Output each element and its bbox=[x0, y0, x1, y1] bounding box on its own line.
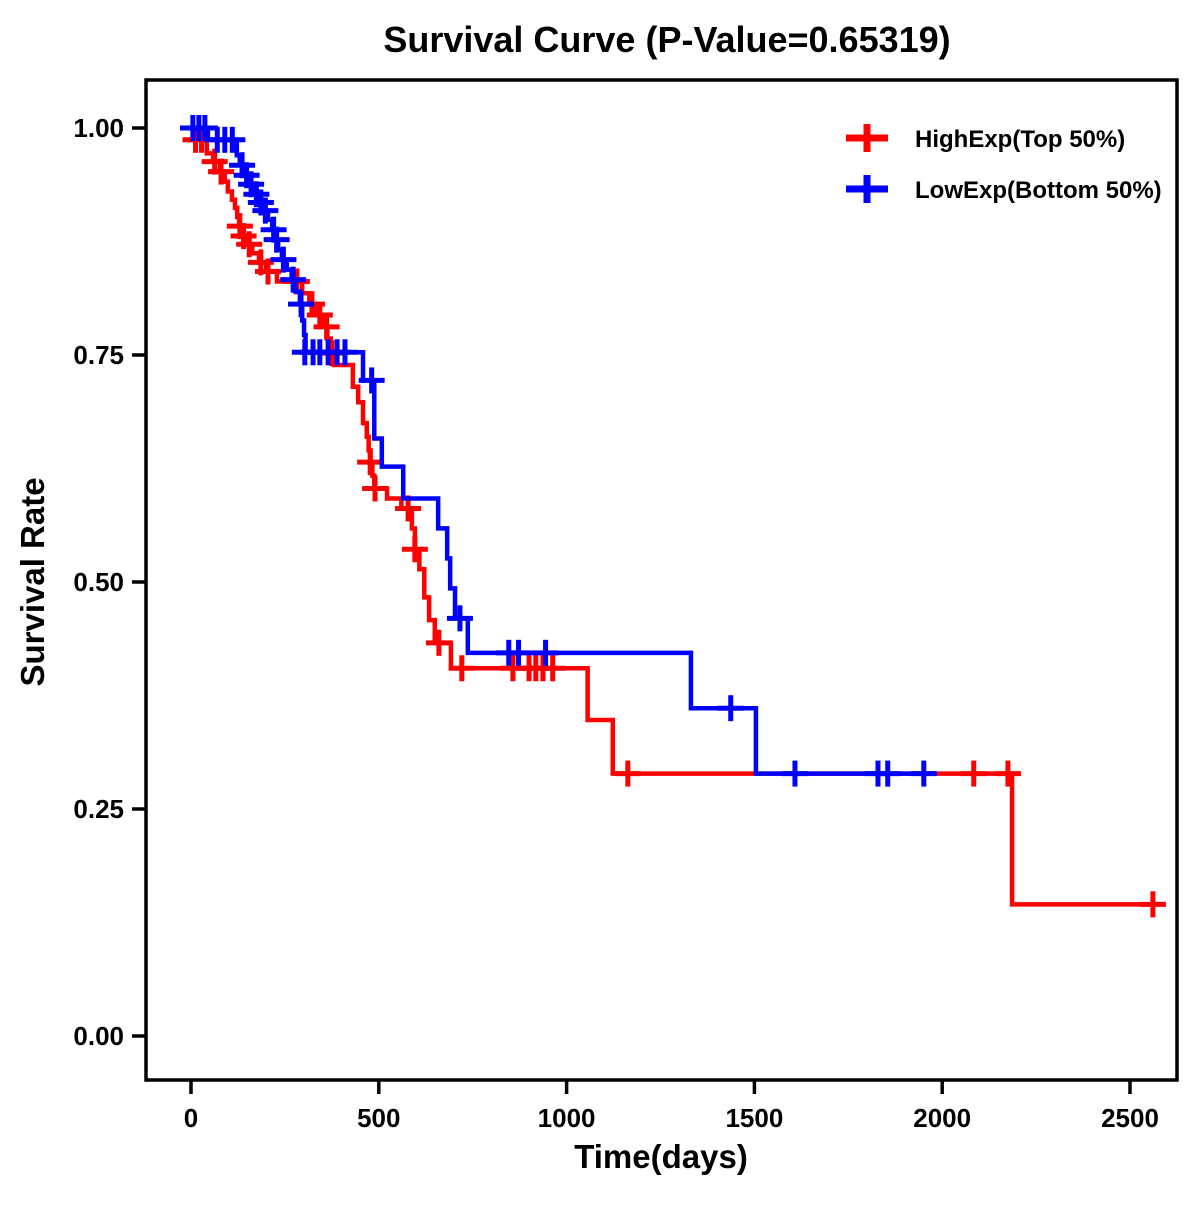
plot-layer: 0 500 1000 1500 2000 2500 0.00 0.25 0.50 0.75 1.00 bbox=[73, 78, 1179, 1133]
y-axis-title: Survival Rate bbox=[14, 477, 51, 686]
x-axis-title: Time(days) bbox=[574, 1138, 748, 1175]
survival-curve-highexp bbox=[191, 125, 1155, 907]
x-tick-label: 500 bbox=[357, 1103, 400, 1133]
y-tick-label: 0.25 bbox=[73, 794, 124, 824]
plot-border bbox=[144, 78, 1179, 1082]
y-tick-label: 0.00 bbox=[73, 1021, 124, 1051]
chart-title: Survival Curve (P-Value=0.65319) bbox=[383, 19, 950, 60]
x-tick-label: 2000 bbox=[913, 1103, 971, 1133]
x-tick-label: 1000 bbox=[538, 1103, 596, 1133]
x-tick-label: 1500 bbox=[725, 1103, 783, 1133]
y-tick-label: 0.75 bbox=[73, 340, 124, 370]
x-tick-label: 2500 bbox=[1101, 1103, 1159, 1133]
legend-label-highexp: HighExp(Top 50%) bbox=[915, 126, 1125, 153]
legend-label-lowexp: LowExp(Bottom 50%) bbox=[915, 177, 1162, 204]
y-tick-label: 1.00 bbox=[73, 113, 124, 143]
survival-curve-lowexp bbox=[191, 125, 937, 776]
x-tick-label: 0 bbox=[184, 1103, 198, 1133]
y-tick-label: 0.50 bbox=[73, 567, 124, 597]
